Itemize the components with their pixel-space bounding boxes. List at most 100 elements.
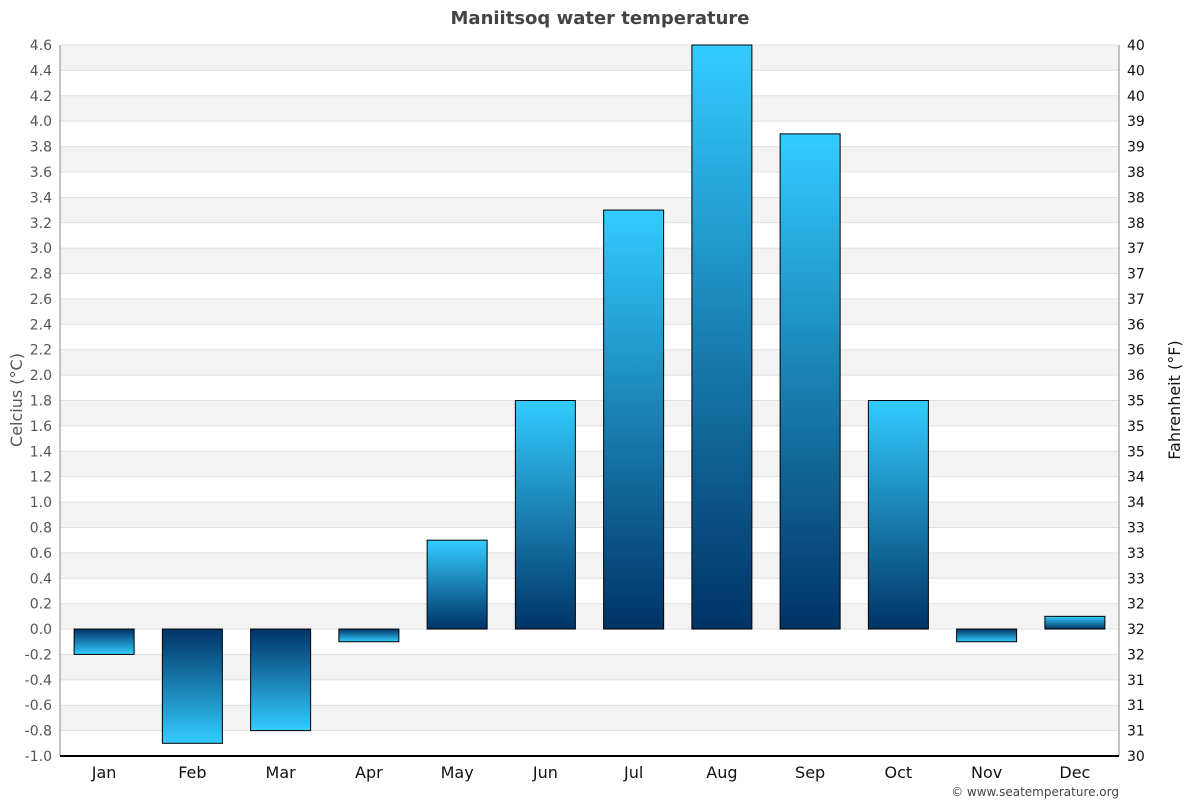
y2-tick-label: 38 xyxy=(1127,216,1145,232)
grid-band xyxy=(60,603,1119,630)
y-tick-label: 3.6 xyxy=(30,165,52,181)
bar-apr xyxy=(338,628,400,643)
y2-tick-label: 40 xyxy=(1127,63,1145,79)
grid-band xyxy=(60,400,1119,426)
grid-band xyxy=(60,502,1119,528)
bar-jan xyxy=(73,628,135,655)
grid-band xyxy=(60,349,1119,376)
y-tick-label: 4.2 xyxy=(30,89,52,105)
y2-tick-label: 33 xyxy=(1127,546,1145,562)
x-tick-label: Feb xyxy=(178,763,206,782)
y2-tick-label: 39 xyxy=(1127,114,1145,130)
y-tick-label: 1.8 xyxy=(30,394,52,410)
y-tick-label: 2.0 xyxy=(30,368,52,384)
grid-band xyxy=(60,705,1119,731)
grid-band xyxy=(60,654,1119,680)
y2-tick-label: 34 xyxy=(1127,470,1145,486)
y-tick-label: 1.6 xyxy=(30,419,52,435)
y-tick-label: 0.8 xyxy=(30,520,52,536)
y-tick-label: 2.8 xyxy=(30,267,52,283)
grid-band xyxy=(60,552,1119,579)
credit-text: © www.seatemperature.org xyxy=(951,785,1119,799)
grid-band xyxy=(60,248,1119,274)
x-tick-label: Aug xyxy=(706,763,737,782)
y2-tick-label: 31 xyxy=(1127,673,1145,689)
x-tick-label: Jun xyxy=(532,763,558,782)
bar-jun xyxy=(514,400,576,630)
y2-tick-label: 40 xyxy=(1127,38,1145,54)
y-tick-label: -1.0 xyxy=(25,749,52,765)
x-tick-label: Apr xyxy=(355,763,383,782)
bar-dec xyxy=(1044,615,1106,630)
grid-band xyxy=(60,95,1119,122)
y-tick-label: 0.4 xyxy=(30,571,52,587)
y-tick-label: -0.8 xyxy=(25,724,52,740)
grid-band xyxy=(60,298,1119,325)
x-tick-label: Jul xyxy=(623,763,643,782)
y2-tick-label: 35 xyxy=(1127,444,1145,460)
y-tick-label: 0.0 xyxy=(30,622,52,638)
y2-tick-label: 38 xyxy=(1127,165,1145,181)
grid-band xyxy=(60,451,1119,477)
x-tick-label: Jan xyxy=(91,763,117,782)
y2-tick-label: 35 xyxy=(1127,419,1145,435)
bar-aug xyxy=(691,44,753,630)
x-tick-label: Mar xyxy=(266,763,297,782)
y-tick-label: 0.2 xyxy=(30,597,52,613)
bar-mar xyxy=(250,628,312,732)
y2-tick-label: 31 xyxy=(1127,698,1145,714)
y-tick-label: -0.4 xyxy=(25,673,52,689)
y2-tick-label: 33 xyxy=(1127,571,1145,587)
y2-tick-label: 40 xyxy=(1127,89,1145,105)
y2-axis-label: Fahrenheit (°F) xyxy=(1165,340,1184,459)
y2-tick-label: 32 xyxy=(1127,597,1145,613)
y-tick-label: 0.6 xyxy=(30,546,52,562)
y-tick-label: 1.0 xyxy=(30,495,52,511)
y2-tick-label: 32 xyxy=(1127,622,1145,638)
y-tick-label: 3.2 xyxy=(30,216,52,232)
y-tick-label: 3.0 xyxy=(30,241,52,257)
y-tick-label: 2.6 xyxy=(30,292,52,308)
y-tick-label: 2.4 xyxy=(30,317,52,333)
x-tick-label: Sep xyxy=(795,763,825,782)
y2-tick-label: 36 xyxy=(1127,368,1145,384)
y-tick-label: 4.6 xyxy=(30,38,52,54)
bar-nov xyxy=(956,628,1018,643)
y-axis-label: Celcius (°C) xyxy=(7,353,26,447)
y2-tick-label: 37 xyxy=(1127,292,1145,308)
y-tick-label: -0.2 xyxy=(25,647,52,663)
bar-may xyxy=(426,539,488,630)
y-tick-label: 1.4 xyxy=(30,444,52,460)
y2-tick-label: 32 xyxy=(1127,647,1145,663)
y-tick-label: 4.0 xyxy=(30,114,52,130)
y-tick-label: 2.2 xyxy=(30,343,52,359)
grid-band xyxy=(60,45,1119,71)
y2-tick-label: 37 xyxy=(1127,241,1145,257)
x-tick-label: May xyxy=(441,763,474,782)
x-tick-label: Nov xyxy=(971,763,1002,782)
y2-tick-label: 38 xyxy=(1127,190,1145,206)
chart-title: Maniitsoq water temperature xyxy=(451,8,750,29)
x-tick-label: Dec xyxy=(1059,763,1090,782)
y2-tick-label: 37 xyxy=(1127,267,1145,283)
bar-feb xyxy=(161,628,223,744)
y2-tick-label: 35 xyxy=(1127,394,1145,410)
y2-tick-label: 33 xyxy=(1127,520,1145,536)
y-tick-label: 3.4 xyxy=(30,190,52,206)
y-tick-label: -0.6 xyxy=(25,698,52,714)
y2-tick-label: 31 xyxy=(1127,724,1145,740)
y-tick-label: 4.4 xyxy=(30,63,52,79)
y-tick-label: 1.2 xyxy=(30,470,52,486)
y2-tick-label: 34 xyxy=(1127,495,1145,511)
y2-tick-label: 30 xyxy=(1127,749,1145,765)
grid-band xyxy=(60,197,1119,223)
bar-oct xyxy=(867,400,929,630)
x-tick-label: Oct xyxy=(885,763,913,782)
y2-tick-label: 36 xyxy=(1127,343,1145,359)
y2-tick-label: 36 xyxy=(1127,317,1145,333)
bar-sep xyxy=(779,133,841,630)
y-tick-label: 3.8 xyxy=(30,140,52,156)
grid-band xyxy=(60,146,1119,172)
